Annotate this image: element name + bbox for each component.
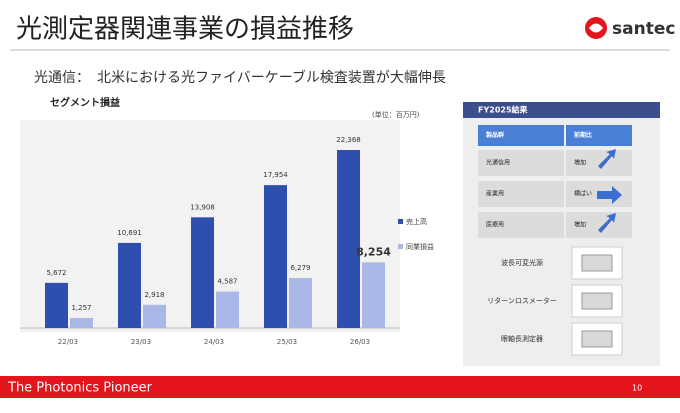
- bar: [143, 304, 166, 328]
- x-tick-label: 26/03: [350, 338, 370, 346]
- panel-title: FY2025結果: [478, 105, 528, 115]
- bar: [70, 317, 93, 328]
- x-tick-label: 22/03: [58, 338, 78, 346]
- legend-label: 売上高: [406, 217, 427, 226]
- table-cell: [478, 150, 564, 176]
- value-label: 22,368: [336, 136, 361, 144]
- table-cell: [478, 181, 564, 207]
- value-label: 6,279: [290, 264, 310, 272]
- product-name: リターンロスメーター: [487, 296, 557, 305]
- logo: santec: [612, 19, 675, 39]
- bar: [191, 217, 214, 328]
- subtitle: 光通信： 北米における光ファイバーケーブル検査装置が大幅伸長: [34, 69, 446, 86]
- table-header: 製品群: [485, 131, 504, 139]
- value-label: 13,908: [190, 203, 215, 211]
- arrow-right: [597, 186, 622, 204]
- table-cell: [566, 212, 632, 238]
- arrow-up: [598, 149, 616, 169]
- tagline: The Photonics Pioneer: [7, 381, 153, 396]
- table-cell: [566, 150, 632, 176]
- value-label: 4,587: [217, 277, 237, 285]
- table-header-cell: [566, 125, 632, 146]
- page-number: 10: [632, 384, 642, 393]
- value-label: 8,254: [356, 245, 391, 258]
- value-label: 5,672: [46, 269, 66, 277]
- legend-label: 同業損益: [406, 242, 434, 251]
- table-text: 医療用: [486, 221, 504, 229]
- legend-swatch: [398, 219, 403, 224]
- title: 光測定器関連事業の損益推移: [16, 15, 354, 45]
- product-device: [581, 254, 613, 272]
- bar: [118, 242, 141, 328]
- value-label: 2,918: [144, 291, 164, 299]
- table-cell: [478, 212, 564, 238]
- chart-title: セグメント損益: [50, 96, 120, 109]
- table-header-cell: [478, 125, 564, 146]
- bar: [289, 278, 312, 328]
- logo-swirl: [589, 23, 603, 33]
- bar: [45, 282, 68, 328]
- value-label: 17,954: [263, 171, 288, 179]
- x-tick-label: 24/03: [204, 338, 224, 346]
- product-name: 波長可変光源: [501, 258, 543, 267]
- product-device: [581, 330, 613, 348]
- panel-header: [463, 102, 660, 118]
- table-text: 光通信用: [486, 159, 510, 167]
- x-tick-label: 23/03: [131, 338, 151, 346]
- bar: [264, 185, 287, 328]
- bar: [216, 291, 239, 328]
- unit-note: (単位：百万円): [372, 110, 420, 119]
- table-text: 産業用: [486, 190, 504, 198]
- bar: [362, 262, 385, 328]
- product-name: 眼軸長測定器: [501, 334, 543, 343]
- table-text: 横ばい: [574, 190, 592, 198]
- value-label: 10,691: [117, 229, 142, 237]
- table-text: 増加: [574, 159, 586, 167]
- x-tick-label: 25/03: [277, 338, 297, 346]
- bar: [337, 150, 360, 328]
- legend-swatch: [398, 244, 403, 249]
- table-text: 増加: [574, 221, 586, 229]
- product-device: [581, 292, 613, 310]
- arrow-up: [598, 213, 616, 233]
- value-label: 1,257: [71, 304, 91, 312]
- footer-bar: [0, 376, 680, 398]
- table-header: 前期比: [574, 131, 592, 139]
